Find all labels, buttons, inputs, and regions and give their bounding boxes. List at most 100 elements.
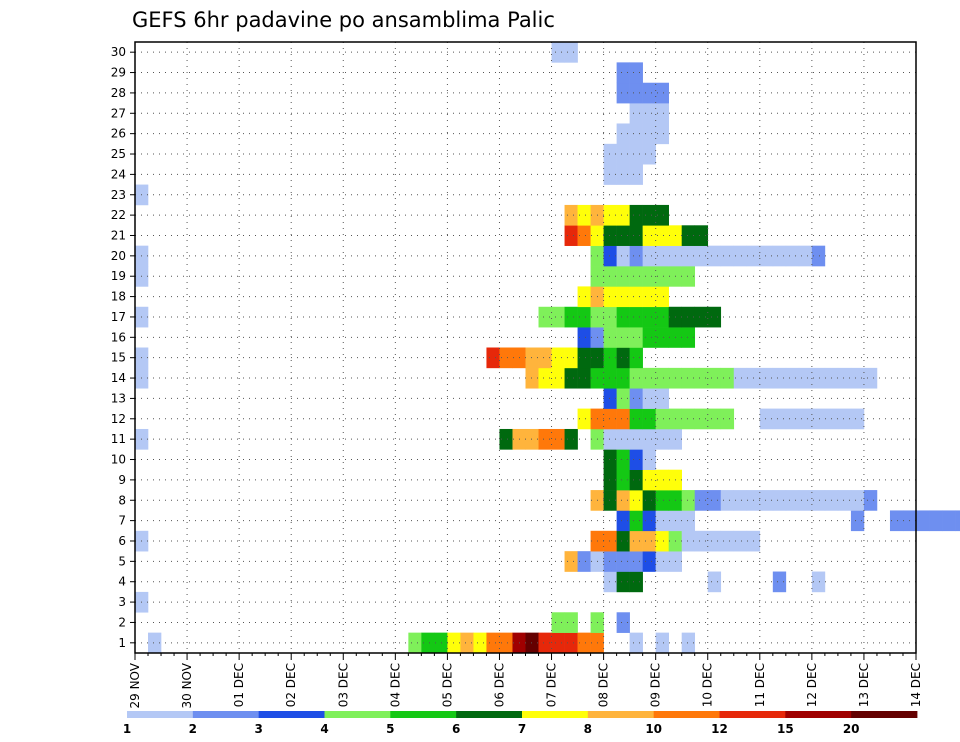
precip-cell (772, 408, 787, 430)
precip-cell (538, 347, 552, 369)
precip-cell (694, 408, 709, 430)
precip-cell (629, 286, 643, 308)
colorbar-label: 1 (123, 722, 131, 736)
precip-cell (733, 530, 748, 552)
precip-cell (616, 449, 630, 470)
precip-cell (616, 306, 630, 328)
precip-cell (694, 306, 709, 328)
precip-cell (720, 530, 735, 552)
precip-cell (564, 306, 578, 328)
precip-cell (837, 367, 852, 389)
y-tick-label: 7 (118, 514, 126, 528)
heatmap-cells (135, 42, 960, 654)
precip-cell (798, 245, 813, 267)
y-tick-label: 12 (111, 412, 126, 426)
precip-cell (616, 123, 630, 145)
precip-cell (603, 469, 617, 491)
precip-cell (772, 571, 787, 593)
precip-cell (655, 327, 669, 348)
x-tick-label: 08 DEC (597, 663, 611, 707)
precip-cell (551, 42, 565, 63)
precip-cell (603, 225, 617, 246)
y-tick-label: 13 (111, 391, 126, 405)
precip-cell (551, 367, 565, 389)
precip-cell (616, 286, 630, 308)
colorbar-swatch (587, 711, 655, 718)
precip-cell (759, 408, 774, 430)
precip-cell (655, 408, 669, 430)
x-tick-label: 06 DEC (492, 663, 506, 707)
precip-cell (642, 286, 656, 308)
colorbar-label: 20 (843, 722, 860, 736)
precip-cell (629, 632, 643, 654)
precip-cell (850, 408, 865, 430)
precip-cell (681, 245, 696, 267)
precip-cell (733, 367, 748, 389)
precip-cell (629, 388, 643, 409)
precip-cell (694, 530, 709, 552)
precip-cell (681, 367, 696, 389)
precip-cell (850, 490, 865, 511)
precip-cell (603, 428, 617, 450)
colorbar-label: 12 (711, 722, 728, 736)
precip-cell (551, 612, 565, 633)
precip-cell (681, 408, 696, 430)
precip-cell (642, 266, 656, 287)
precip-cell (681, 510, 696, 532)
colorbar-label: 2 (189, 722, 197, 736)
precip-cell (681, 530, 696, 552)
y-tick-label: 3 (118, 595, 126, 609)
precip-cell (916, 510, 930, 532)
precip-cell (616, 428, 630, 450)
precip-cell (603, 266, 617, 287)
precip-cell (759, 367, 774, 389)
precip-cell (629, 82, 643, 104)
x-tick-label: 13 DEC (857, 663, 871, 707)
precip-cell (863, 367, 878, 389)
precip-cell (694, 490, 709, 511)
colorbar-swatch (785, 711, 852, 718)
precip-cell (564, 632, 578, 654)
precip-cell (603, 388, 617, 409)
y-tick-label: 18 (111, 290, 126, 304)
colorbar-label: 4 (320, 722, 328, 736)
precip-cell (551, 428, 565, 450)
precip-cell (629, 449, 643, 470)
precip-cell (603, 306, 617, 328)
precip-cell (798, 408, 813, 430)
y-tick-label: 16 (111, 330, 126, 344)
colorbar-label: 6 (452, 722, 460, 736)
precip-cell (655, 632, 669, 654)
precip-cell (629, 347, 643, 369)
precip-cell (759, 490, 774, 511)
y-tick-label: 2 (118, 615, 126, 629)
precip-cell (707, 306, 722, 328)
precip-cell (629, 164, 643, 185)
precip-cell (603, 245, 617, 267)
precip-cell (577, 347, 591, 369)
y-tick-label: 22 (111, 208, 126, 222)
precip-cell (629, 469, 643, 491)
colorbar-label: 10 (645, 722, 662, 736)
colorbar-swatch (653, 711, 720, 718)
precip-cell (603, 347, 617, 369)
precip-cell (499, 428, 513, 450)
y-tick-label: 26 (111, 127, 126, 141)
precip-cell (616, 408, 630, 430)
y-tick-label: 17 (111, 310, 126, 324)
precip-cell (772, 490, 787, 511)
precip-cell (655, 469, 669, 491)
precip-cell (499, 347, 513, 369)
precip-cell (564, 367, 578, 389)
precip-cell (655, 286, 669, 308)
precip-cell (564, 612, 578, 633)
colorbar-swatch (324, 711, 391, 718)
precip-cell (629, 367, 643, 389)
x-tick-label: 04 DEC (388, 663, 402, 707)
precip-cell (564, 42, 578, 63)
y-tick-label: 4 (118, 575, 126, 589)
precip-cell (655, 306, 669, 328)
precip-cell (564, 428, 578, 450)
precip-cell (603, 449, 617, 470)
precip-cell (642, 103, 656, 124)
